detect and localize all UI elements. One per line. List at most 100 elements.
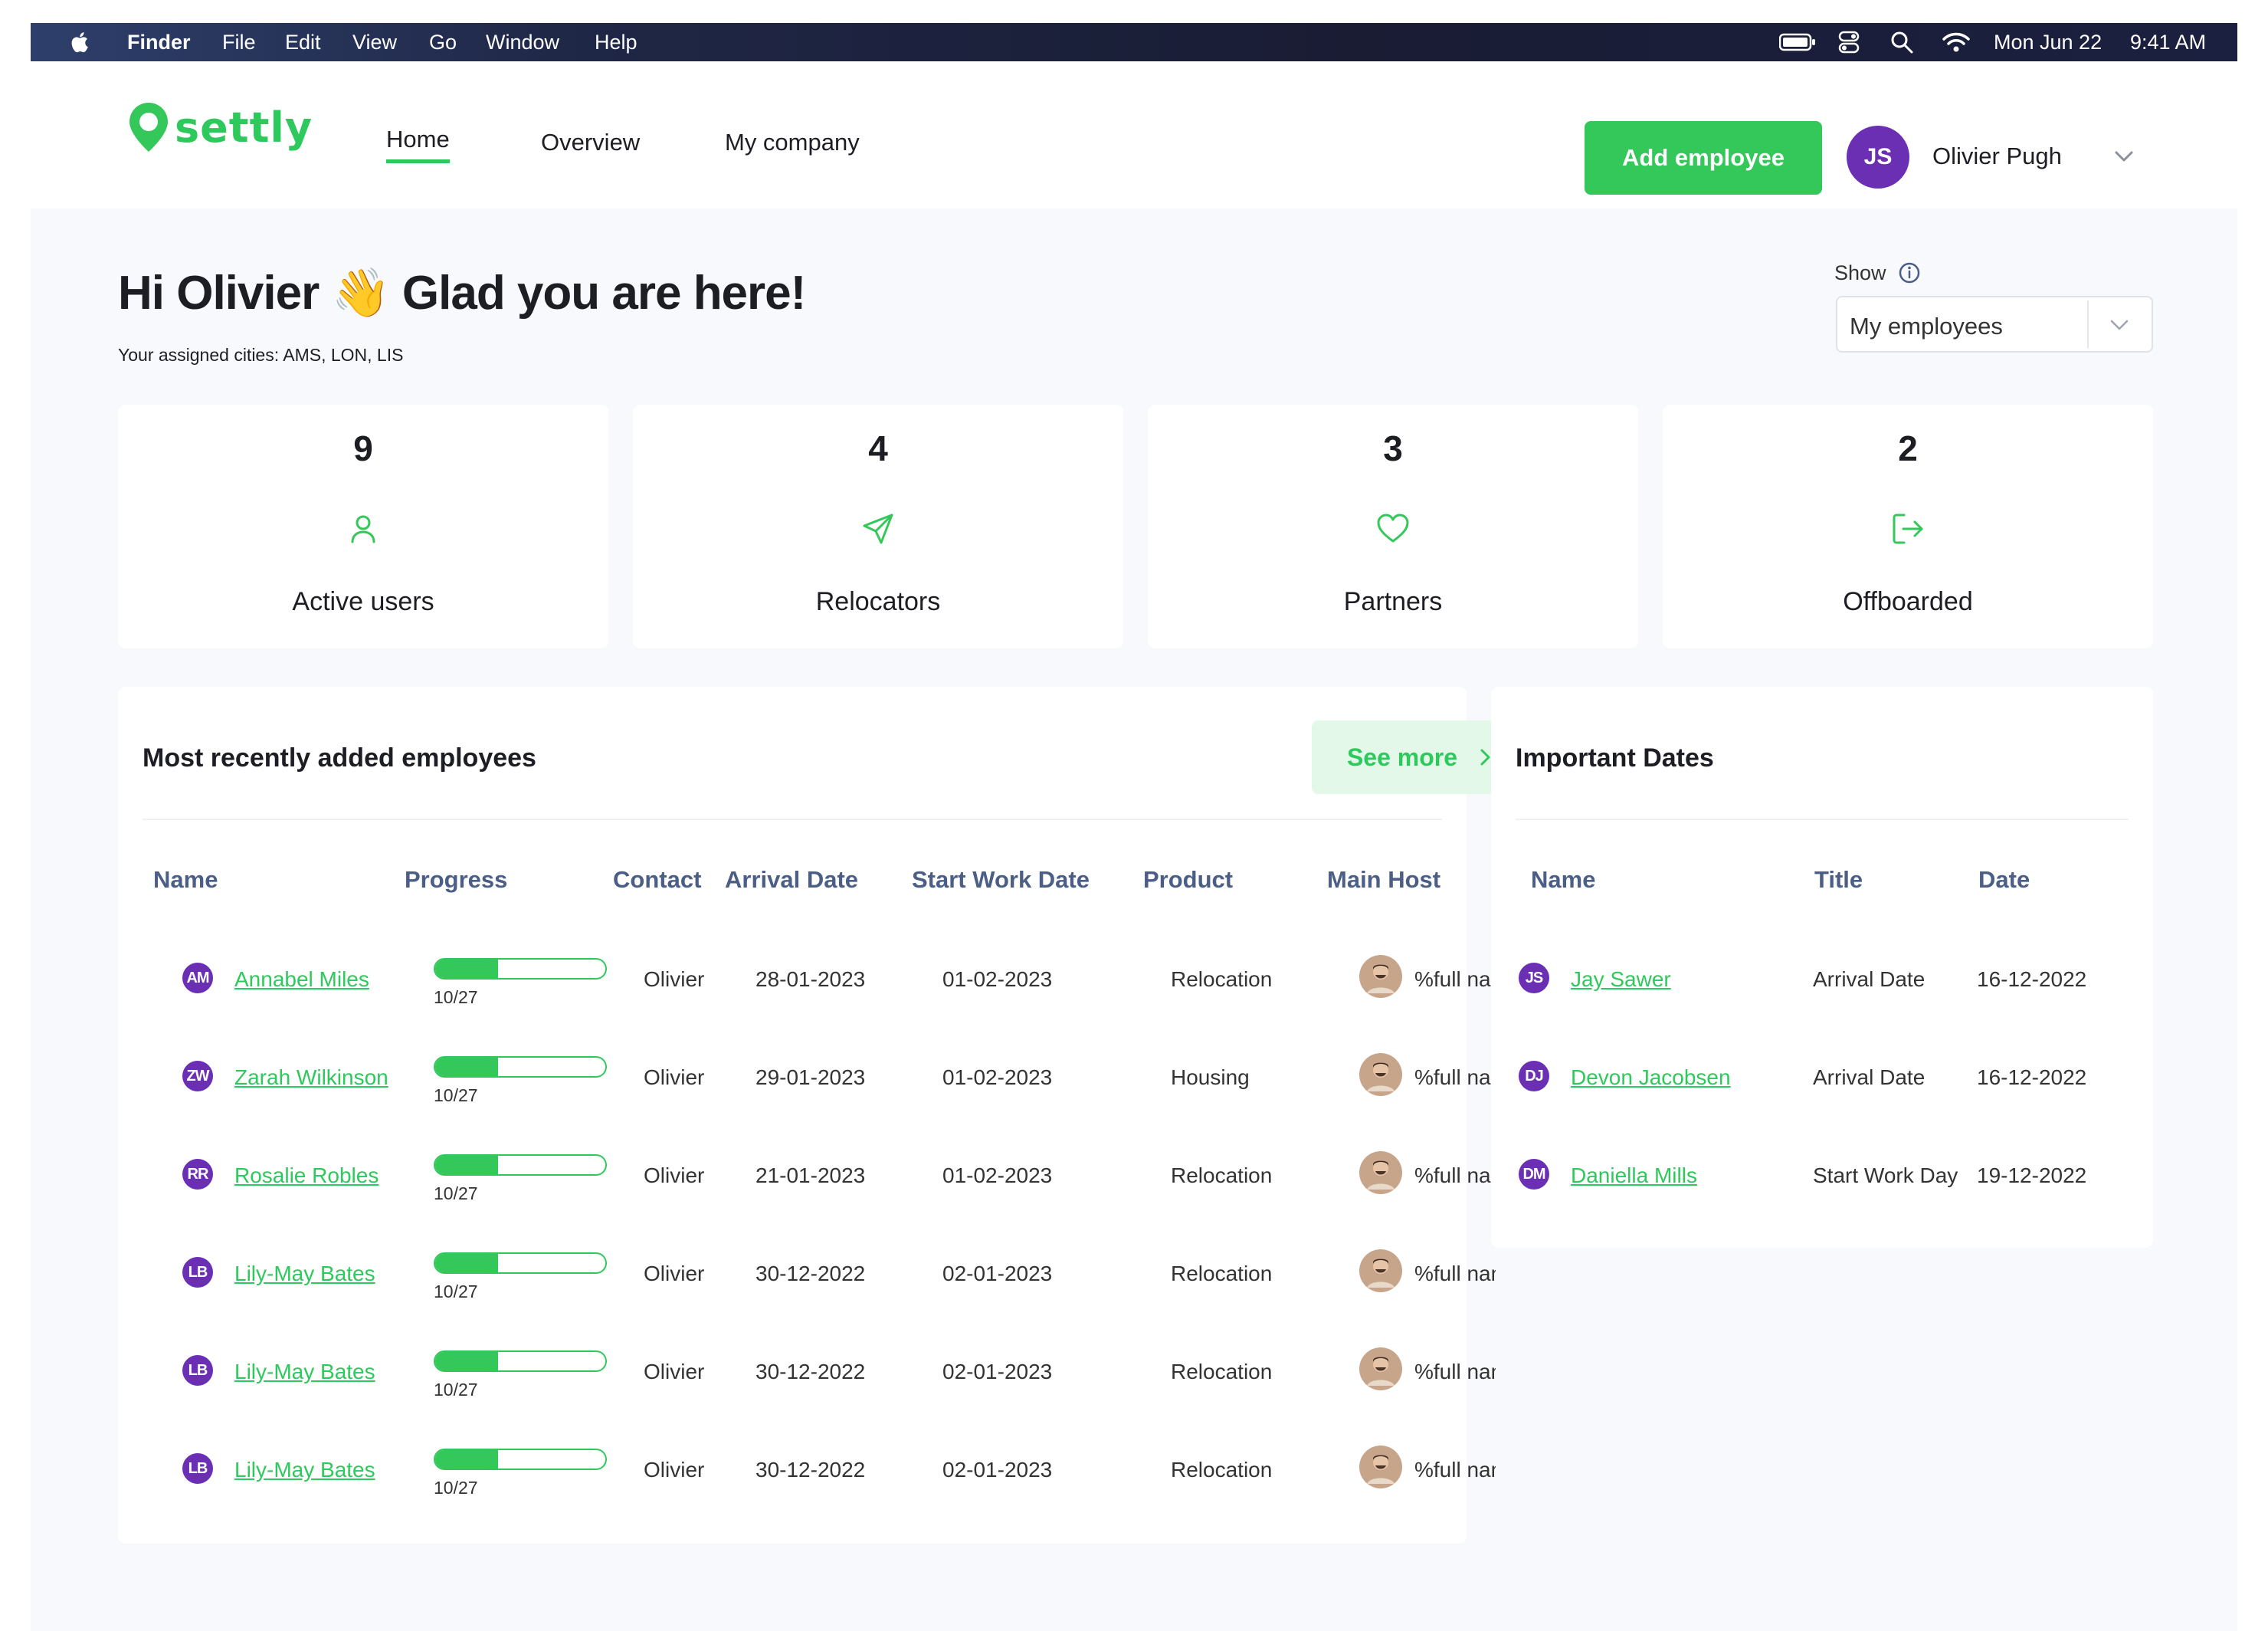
- column-header-date[interactable]: Date: [1978, 866, 2030, 893]
- stat-card-offboarded[interactable]: 2 Offboarded: [1663, 405, 2153, 648]
- column-header-contact[interactable]: Contact: [613, 866, 702, 893]
- chevron-right-icon: [1480, 749, 1490, 766]
- employee-avatar: AM: [182, 963, 213, 993]
- select-divider: [2087, 300, 2089, 348]
- date-cell: 19-12-2022: [1977, 1163, 2087, 1187]
- progress-fill: [435, 960, 499, 978]
- nav-home[interactable]: Home: [386, 126, 450, 163]
- employee-name-link[interactable]: Daniella Mills: [1571, 1163, 1697, 1187]
- product-cell: Housing: [1171, 1065, 1250, 1089]
- progress-fill: [435, 1058, 499, 1076]
- progress-bar: [434, 1056, 607, 1078]
- stat-label: Relocators: [815, 587, 941, 616]
- progress-text: 10/27: [434, 987, 478, 1007]
- menu-go[interactable]: Go: [429, 31, 457, 54]
- column-header-product[interactable]: Product: [1143, 866, 1234, 893]
- apple-icon[interactable]: [67, 29, 93, 55]
- contact-cell: Olivier: [644, 1458, 705, 1482]
- employee-name-link[interactable]: Lily-May Bates: [234, 1458, 375, 1482]
- table-row[interactable]: DJ Devon Jacobsen Arrival Date 16-12-202…: [1491, 1032, 2153, 1108]
- date-cell: 16-12-2022: [1977, 967, 2087, 991]
- column-header-progress[interactable]: Progress: [405, 866, 508, 893]
- column-header-start-work-date[interactable]: Start Work Date: [912, 866, 1090, 893]
- table-row[interactable]: LB Lily-May Bates 10/27 Olivier 30-12-20…: [118, 1424, 1496, 1501]
- arrival-date-cell: 30-12-2022: [755, 1262, 866, 1285]
- menu-help[interactable]: Help: [595, 31, 637, 54]
- wifi-icon[interactable]: [1942, 23, 1971, 61]
- menu-window[interactable]: Window: [486, 31, 560, 54]
- greeting-heading: Hi Olivier 👋 Glad you are here!: [118, 265, 806, 321]
- menu-time[interactable]: 9:41 AM: [2130, 31, 2207, 54]
- spotlight-search-icon[interactable]: [1889, 23, 1914, 61]
- stat-value: 4: [868, 428, 888, 468]
- arrival-date-cell: 29-01-2023: [755, 1065, 866, 1089]
- product-cell: Relocation: [1171, 1163, 1273, 1187]
- menu-date[interactable]: Mon Jun 22: [1994, 31, 2102, 54]
- menu-view[interactable]: View: [352, 31, 398, 54]
- chevron-down-icon[interactable]: [2109, 141, 2139, 172]
- send-icon: [863, 514, 893, 544]
- stat-label: Partners: [1343, 587, 1443, 616]
- battery-icon[interactable]: [1779, 23, 1816, 61]
- employee-name-link[interactable]: Jay Sawer: [1571, 967, 1671, 991]
- recent-employees-panel: Most recently added employees See more N…: [118, 687, 1531, 1544]
- logo-text: settly: [175, 103, 313, 152]
- nav-overview[interactable]: Overview: [541, 129, 641, 156]
- employee-name-link[interactable]: Lily-May Bates: [234, 1262, 375, 1285]
- menu-app-name[interactable]: Finder: [127, 31, 191, 54]
- contact-cell: Olivier: [644, 1163, 705, 1187]
- column-header-name[interactable]: Name: [153, 866, 218, 893]
- table-row[interactable]: DM Daniella Mills Start Work Day 19-12-2…: [1491, 1130, 2153, 1206]
- employee-name-link[interactable]: Rosalie Robles: [234, 1163, 379, 1187]
- settly-logo[interactable]: settly: [126, 100, 313, 155]
- nav-my-company[interactable]: My company: [725, 129, 860, 156]
- main-host-cell: %full name%: [1414, 1163, 1496, 1187]
- contact-cell: Olivier: [644, 1065, 705, 1089]
- start-work-date-cell: 02-01-2023: [942, 1360, 1053, 1383]
- table-row[interactable]: JS Jay Sawer Arrival Date 16-12-2022: [1491, 934, 2153, 1010]
- stat-card-active-users[interactable]: 9 Active users: [118, 405, 608, 648]
- stat-label: Offboarded: [1843, 587, 1973, 616]
- table-row[interactable]: LB Lily-May Bates 10/27 Olivier 30-12-20…: [118, 1326, 1496, 1403]
- stat-value: 3: [1383, 428, 1403, 468]
- table-row[interactable]: RR Rosalie Robles 10/27 Olivier 21-01-20…: [118, 1130, 1496, 1206]
- stat-card-partners[interactable]: 3 Partners: [1148, 405, 1638, 648]
- employee-name-link[interactable]: Devon Jacobsen: [1571, 1065, 1731, 1089]
- table-row[interactable]: LB Lily-May Bates 10/27 Olivier 30-12-20…: [118, 1228, 1496, 1304]
- column-header-name[interactable]: Name: [1531, 866, 1596, 893]
- progress-text: 10/27: [434, 1085, 478, 1105]
- progress-fill: [435, 1156, 499, 1174]
- stat-card-relocators[interactable]: 4 Relocators: [633, 405, 1123, 648]
- add-employee-button[interactable]: Add employee: [1585, 121, 1822, 195]
- table-row[interactable]: ZW Zarah Wilkinson 10/27 Olivier 29-01-2…: [118, 1032, 1496, 1108]
- show-select[interactable]: My employees: [1836, 296, 2153, 353]
- menu-edit[interactable]: Edit: [285, 31, 321, 54]
- start-work-date-cell: 01-02-2023: [942, 1065, 1053, 1089]
- recent-employees-title: Most recently added employees: [143, 743, 536, 773]
- employee-name-link[interactable]: Annabel Miles: [234, 967, 369, 991]
- main-host-cell: %full name%: [1414, 967, 1496, 991]
- control-center-icon[interactable]: [1837, 23, 1860, 61]
- logout-icon: [1893, 514, 1923, 544]
- table-row[interactable]: AM Annabel Miles 10/27 Olivier 28-01-202…: [118, 934, 1496, 1010]
- user-icon: [351, 515, 375, 543]
- product-cell: Relocation: [1171, 1262, 1273, 1285]
- arrival-date-cell: 30-12-2022: [755, 1360, 866, 1383]
- employee-name-link[interactable]: Lily-May Bates: [234, 1360, 375, 1383]
- progress-bar: [434, 1350, 607, 1372]
- contact-cell: Olivier: [644, 1360, 705, 1383]
- column-header-arrival-date[interactable]: Arrival Date: [725, 866, 859, 893]
- column-header-title[interactable]: Title: [1814, 866, 1863, 893]
- waving-hand-emoji: 👋: [331, 267, 390, 320]
- info-icon[interactable]: [1897, 261, 1922, 285]
- start-work-date-cell: 02-01-2023: [942, 1262, 1053, 1285]
- chevron-down-icon[interactable]: [2106, 311, 2133, 339]
- menu-file[interactable]: File: [222, 31, 256, 54]
- date-cell: 16-12-2022: [1977, 1065, 2087, 1089]
- employee-name-link[interactable]: Zarah Wilkinson: [234, 1065, 388, 1089]
- user-name[interactable]: Olivier Pugh: [1932, 143, 2062, 169]
- show-select-value: My employees: [1850, 313, 2003, 340]
- panel-divider: [1516, 819, 2129, 820]
- user-avatar[interactable]: JS: [1847, 126, 1909, 189]
- column-header-main-host[interactable]: Main Host: [1327, 866, 1441, 893]
